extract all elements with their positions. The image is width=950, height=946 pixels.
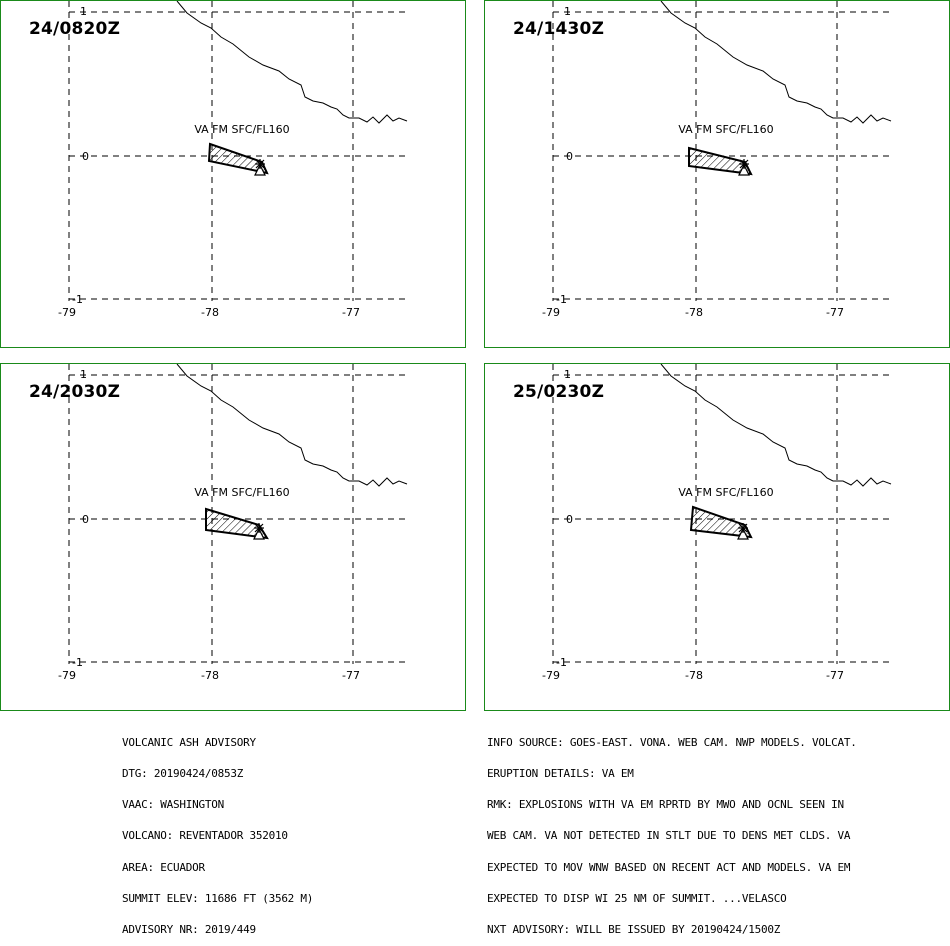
advisory-line: VAAC: WASHINGTON (122, 798, 224, 812)
lat-tick-label: 1 (80, 368, 87, 381)
ash-cloud-polygon (689, 505, 753, 539)
lat-tick-label: -1 (72, 293, 83, 306)
volcano-star-icon (254, 523, 264, 533)
coastline-path (660, 1, 892, 124)
coastline-path (660, 364, 892, 487)
lon-tick-label: -77 (342, 306, 360, 319)
ash-cloud-polygon (205, 507, 269, 540)
lat-tick-label: -1 (556, 293, 567, 306)
ash-cloud-polygon (207, 142, 269, 175)
forecast-panel-3: -79 -78 -77 1 0 -1 VA FM SFC/FL160 24/2030Z (0, 363, 466, 711)
advisory-header-text: VOLCANIC ASH ADVISORY DTG: 20190424/0853… (122, 717, 313, 946)
remarks-line: ERUPTION DETAILS: VA EM (487, 767, 634, 781)
ash-map-1: -79 -78 -77 1 0 -1 VA FM SFC/FL160 (58, 1, 408, 319)
volcano-triangle-icon (254, 163, 266, 176)
forecast-panel-4: -79 -78 -77 1 0 -1 VA FM SFC/FL160 25/0230Z (484, 363, 950, 711)
panel-time-2: 24/1430Z (513, 19, 605, 39)
lat-tick-label: 0 (566, 150, 573, 163)
remarks-line: EXPECTED TO MOV WNW BASED ON RECENT ACT … (487, 860, 851, 874)
flight-level-label: VA FM SFC/FL160 (194, 123, 289, 136)
advisory-line: VOLCANIC ASH ADVISORY (122, 735, 256, 749)
ash-map-2: -79 -78 -77 1 0 -1 VA FM SFC/FL160 (542, 1, 892, 319)
lat-tick-label: 0 (82, 150, 89, 163)
remarks-line: RMK: EXPLOSIONS WITH VA EM RPRTD BY MWO … (487, 798, 844, 812)
coastline-path (176, 1, 408, 124)
lat-tick-label: 1 (564, 5, 571, 18)
lon-tick-label: -79 (58, 306, 76, 319)
lat-tick-label: 0 (82, 513, 89, 526)
lon-tick-label: -79 (58, 669, 76, 682)
lon-tick-label: -79 (542, 306, 560, 319)
forecast-panel-2: -79 -78 -77 1 0 -1 VA FM SFC/FL160 24/1430Z (484, 0, 950, 348)
lon-tick-label: -78 (685, 669, 703, 682)
advisory-line: ADVISORY NR: 2019/449 (122, 923, 256, 937)
coastline-path (176, 364, 408, 487)
ash-map-3: -79 -78 -77 1 0 -1 VA FM SFC/FL160 (58, 364, 408, 682)
volcano-triangle-icon (738, 163, 750, 176)
lat-tick-label: -1 (72, 656, 83, 669)
panel-time-4: 25/0230Z (513, 382, 605, 402)
flight-level-label: VA FM SFC/FL160 (194, 486, 289, 499)
lon-tick-label: -78 (685, 306, 703, 319)
advisory-line: AREA: ECUADOR (122, 860, 205, 874)
volcano-star-icon (739, 159, 749, 169)
advisory-line: SUMMIT ELEV: 11686 FT (3562 M) (122, 891, 314, 905)
lat-tick-label: -1 (556, 656, 567, 669)
ash-map-4: -79 -78 -77 1 0 -1 VA FM SFC/FL160 (542, 364, 892, 682)
remarks-line: INFO SOURCE: GOES-EAST. VONA. WEB CAM. N… (487, 735, 857, 749)
lon-tick-label: -77 (342, 669, 360, 682)
flight-level-label: VA FM SFC/FL160 (678, 486, 773, 499)
lon-tick-label: -77 (826, 669, 844, 682)
forecast-panel-1: -79 -78 -77 1 0 -1 VA FM SFC/FL160 24/0820Z (0, 0, 466, 348)
remarks-line: EXPECTED TO DISP WI 25 NM OF SUMMIT. ...… (487, 891, 787, 905)
volcano-star-icon (255, 159, 265, 169)
lon-tick-label: -78 (201, 669, 219, 682)
panel-time-1: 24/0820Z (29, 19, 121, 39)
volcano-triangle-icon (737, 527, 749, 540)
lat-tick-label: 0 (566, 513, 573, 526)
advisory-line: DTG: 20190424/0853Z (122, 767, 244, 781)
advisory-line: VOLCANO: REVENTADOR 352010 (122, 829, 288, 843)
lat-tick-label: 1 (564, 368, 571, 381)
volcano-star-icon (738, 523, 748, 533)
lon-tick-label: -79 (542, 669, 560, 682)
flight-level-label: VA FM SFC/FL160 (678, 123, 773, 136)
remarks-line: NXT ADVISORY: WILL BE ISSUED BY 20190424… (487, 923, 781, 937)
remarks-line: WEB CAM. VA NOT DETECTED IN STLT DUE TO … (487, 829, 851, 843)
ash-cloud-polygon (688, 146, 753, 176)
advisory-remarks-text: INFO SOURCE: GOES-EAST. VONA. WEB CAM. N… (487, 717, 857, 946)
panel-time-3: 24/2030Z (29, 382, 121, 402)
lon-tick-label: -78 (201, 306, 219, 319)
lon-tick-label: -77 (826, 306, 844, 319)
lat-tick-label: 1 (80, 5, 87, 18)
volcano-triangle-icon (253, 527, 265, 540)
